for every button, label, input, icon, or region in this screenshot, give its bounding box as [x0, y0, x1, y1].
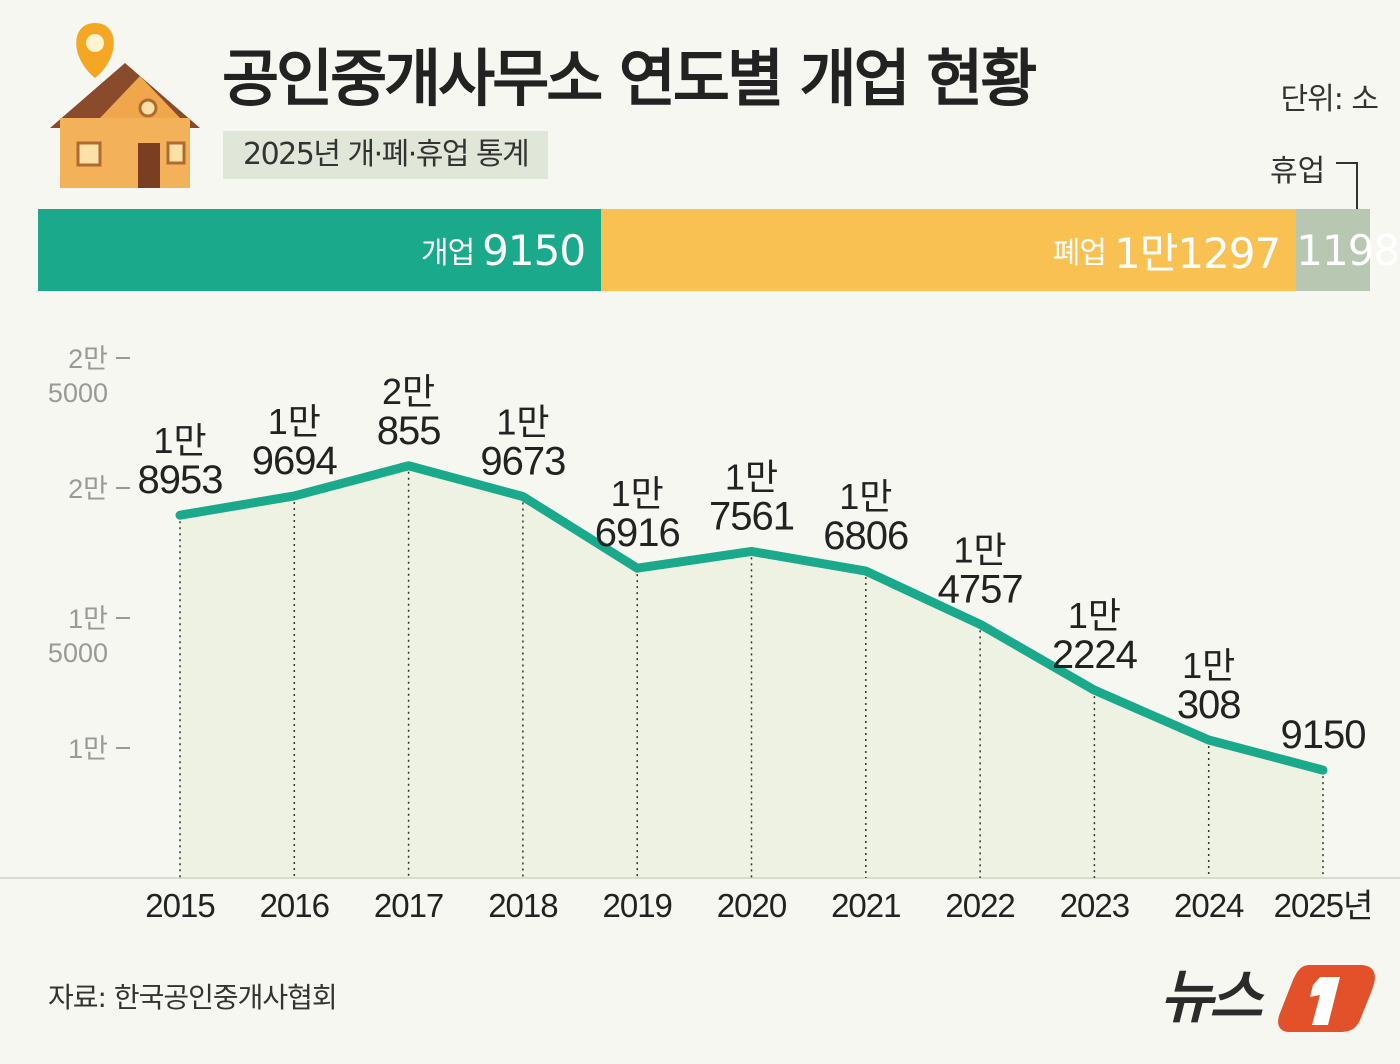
segment-label: 개업	[420, 236, 475, 271]
y-tick-label: 1만	[68, 604, 108, 634]
bar-segment-closed: 폐업 1만1297	[601, 209, 1297, 291]
x-tick-label: 2025년	[1274, 887, 1373, 924]
data-label: 308	[1177, 683, 1241, 727]
data-label: 6806	[823, 514, 908, 558]
subtitle: 2025년 개·폐·휴업 통계	[223, 131, 549, 179]
data-label: 1만	[496, 402, 549, 443]
y-tick-label: 2만	[68, 474, 108, 504]
data-label: 1만	[1068, 595, 1121, 636]
x-tick-label: 2021	[831, 887, 900, 924]
page-title: 공인중개사무소 연도별 개업 현황	[222, 42, 1037, 115]
y-tick-label: 5000	[48, 378, 108, 408]
x-tick-label: 2023	[1060, 887, 1129, 924]
data-label: 1만	[153, 420, 206, 461]
data-label: 4757	[938, 567, 1023, 611]
data-label: 9673	[480, 440, 565, 484]
data-label: 6916	[595, 511, 680, 555]
data-label: 2만	[382, 371, 435, 412]
y-tick-label: 2만	[68, 344, 108, 374]
data-label: 9694	[252, 439, 338, 483]
y-tick-label: 5000	[48, 638, 108, 668]
data-label: 1만	[611, 473, 664, 514]
news1-logo: 뉴스	[1160, 963, 1375, 1032]
data-label: 1만	[1182, 645, 1235, 686]
bar-segment-open: 개업 9150	[38, 209, 602, 291]
segment-value: 1198	[1296, 225, 1400, 275]
x-tick-label: 2020	[717, 887, 787, 924]
data-label: 2224	[1052, 633, 1138, 677]
data-label: 855	[377, 409, 441, 453]
closed-legend-bracket	[1336, 162, 1358, 210]
data-label: 1만	[839, 476, 892, 517]
closed-legend-label: 휴업	[1270, 154, 1326, 189]
x-tick-label: 2024	[1174, 887, 1244, 924]
segment-value: 9150	[482, 225, 586, 275]
x-tick-label: 2022	[945, 887, 1014, 924]
house-icon	[50, 23, 200, 188]
data-label: 9150	[1281, 713, 1366, 757]
source-note: 자료: 한국공인중개사협회	[48, 981, 338, 1014]
data-label: 1만	[268, 401, 321, 442]
data-label: 1만	[954, 529, 1007, 570]
x-tick-label: 2016	[260, 887, 329, 924]
y-tick-label: 1만	[68, 734, 108, 764]
bar-segment-suspended: 1198	[1296, 209, 1400, 291]
x-tick-label: 2015	[145, 887, 214, 924]
segment-value: 1만1297	[1114, 228, 1281, 278]
x-tick-label: 2018	[488, 887, 557, 924]
series-line	[175, 461, 1328, 775]
x-tick-label: 2019	[602, 887, 671, 924]
stacked-bar: 개업 9150 폐업 1만1297 1198	[38, 209, 1400, 291]
data-label: 7561	[709, 494, 794, 538]
segment-label: 폐업	[1052, 236, 1107, 271]
data-label: 8953	[138, 458, 223, 502]
x-tick-label: 2017	[374, 887, 443, 924]
data-label: 1만	[725, 456, 778, 497]
unit-label: 단위: 소	[1280, 82, 1379, 117]
svg-text:뉴스: 뉴스	[1160, 963, 1265, 1031]
